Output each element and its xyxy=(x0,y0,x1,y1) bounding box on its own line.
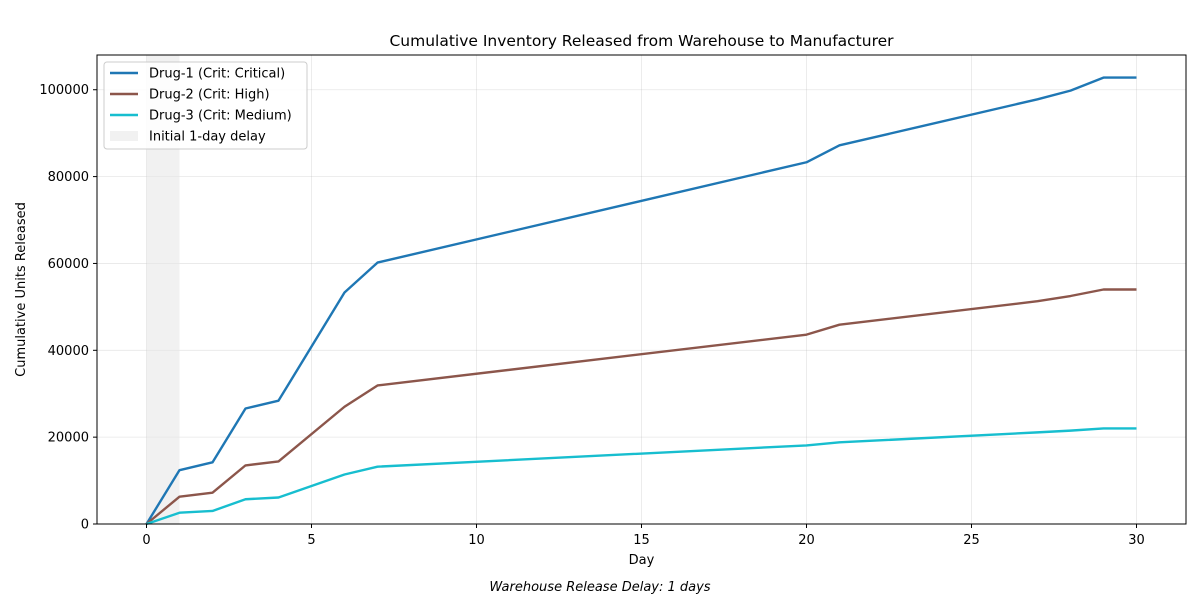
series-line-2 xyxy=(145,288,1137,525)
x-axis-ticks: 0 5 10 15 20 25 30 xyxy=(142,524,1145,548)
x-tick-label: 15 xyxy=(633,533,650,548)
y-tick-label: 40000 xyxy=(48,344,89,359)
chart-title: Cumulative Inventory Released from Wareh… xyxy=(389,32,894,50)
x-tick-label: 0 xyxy=(142,533,150,548)
chart-figure: 0 5 10 15 20 25 30 0 20000 40000 60000 80000 100000… xyxy=(14,32,1187,568)
y-tick-label: 20000 xyxy=(48,431,89,446)
grid-lines xyxy=(97,55,1186,525)
x-tick-label: 30 xyxy=(1128,533,1145,548)
y-tick-label: 100000 xyxy=(39,83,89,98)
x-tick-label: 10 xyxy=(468,533,485,548)
y-tick-label: 80000 xyxy=(48,170,89,185)
x-tick-label: 5 xyxy=(307,533,315,548)
legend-swatch-shaded xyxy=(110,131,138,141)
series-line-1 xyxy=(145,76,1137,525)
figure-caption: Warehouse Release Delay: 1 days xyxy=(489,580,711,595)
x-tick-label: 20 xyxy=(798,533,815,548)
legend-label-1: Drug-1 (Crit: Critical) xyxy=(149,67,285,82)
y-tick-label: 60000 xyxy=(48,257,89,272)
legend-label-3: Drug-3 (Crit: Medium) xyxy=(149,109,292,124)
series-lines xyxy=(145,76,1137,526)
legend: Drug-1 (Crit: Critical) Drug-2 (Crit: Hig… xyxy=(103,61,308,150)
y-axis-ticks: 0 20000 40000 60000 80000 100000 xyxy=(39,83,97,533)
legend-box xyxy=(103,61,308,150)
y-tick-label: 0 xyxy=(81,518,89,533)
series-line-3 xyxy=(146,427,1137,526)
legend-label-shaded: Initial 1-day delay xyxy=(149,130,266,145)
x-axis-label: Day xyxy=(629,553,655,568)
y-axis-label: Cumulative Units Released xyxy=(14,202,29,377)
legend-label-2: Drug-2 (Crit: High) xyxy=(149,88,270,103)
x-tick-label: 25 xyxy=(963,533,980,548)
